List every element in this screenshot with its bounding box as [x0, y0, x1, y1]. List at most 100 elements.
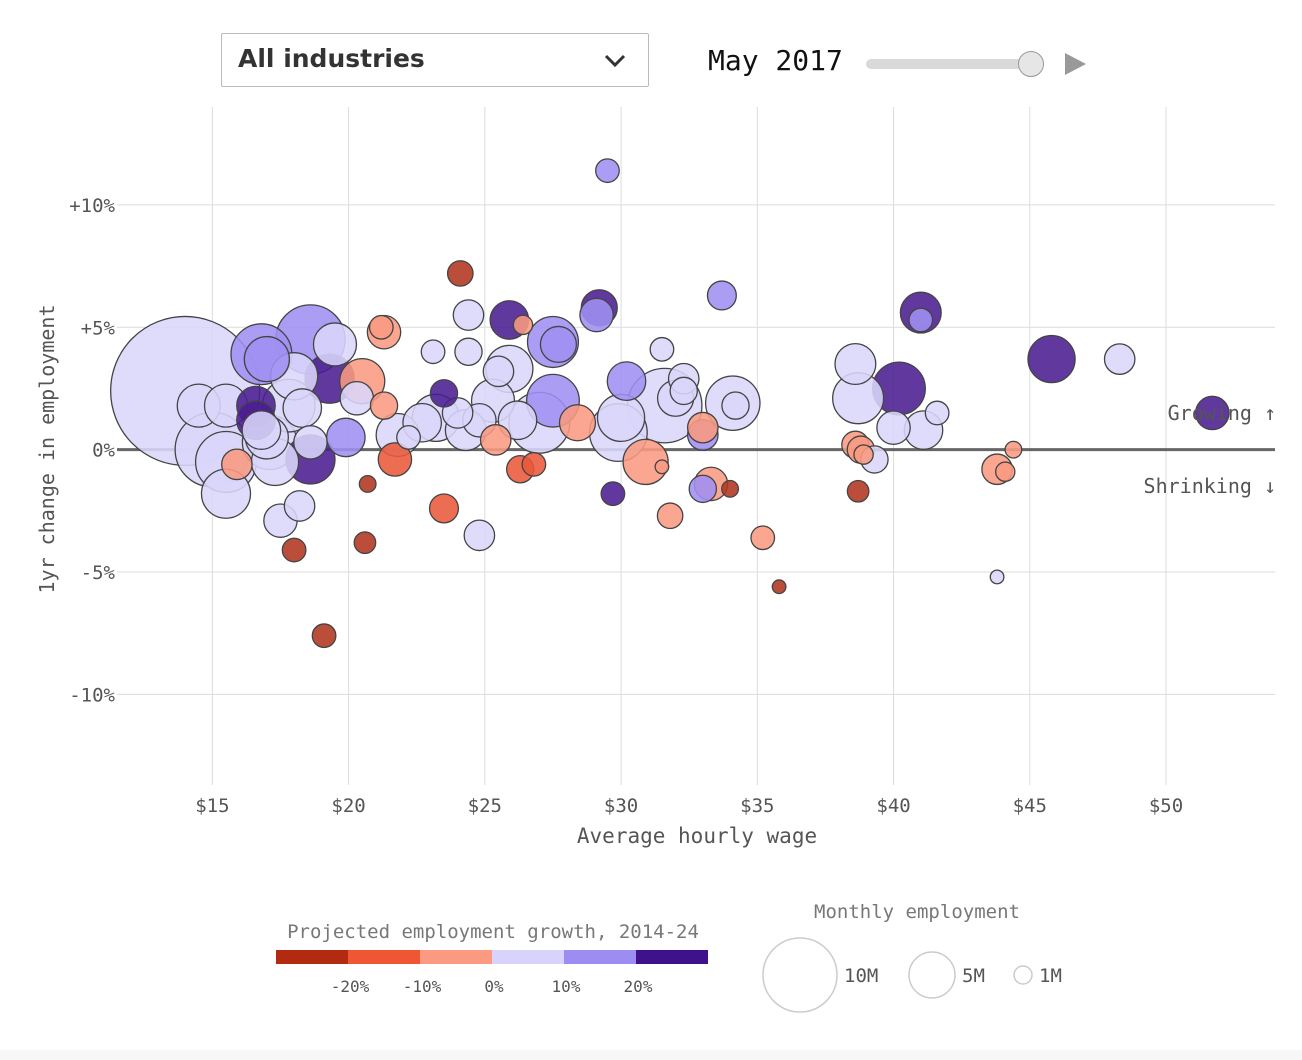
x-tick-label: $25 [468, 795, 502, 817]
size-legend-label: 1M [1039, 965, 1062, 987]
data-point[interactable] [283, 490, 316, 522]
chart-points [109, 158, 1230, 649]
data-point[interactable] [622, 438, 669, 486]
data-point[interactable] [463, 519, 496, 552]
color-legend-label: -20% [331, 977, 370, 996]
size-legend: 10M 5M 1M [762, 937, 1062, 1013]
date-label: May 2017 [708, 44, 843, 77]
data-point[interactable] [512, 314, 534, 336]
y-tick-label: -5% [81, 562, 116, 584]
data-point[interactable] [368, 314, 394, 340]
data-point[interactable] [482, 355, 515, 388]
data-point[interactable] [989, 569, 1005, 585]
data-point[interactable] [669, 376, 698, 406]
data-point[interactable] [706, 280, 737, 311]
color-legend-swatch [636, 950, 708, 964]
x-tick-label: $30 [604, 795, 638, 817]
data-point[interactable] [596, 393, 646, 443]
growing-annotation: Growing ↑ [1168, 401, 1276, 425]
x-tick-label: $20 [331, 795, 365, 817]
data-point[interactable] [721, 479, 740, 498]
data-point[interactable] [579, 297, 614, 333]
data-point[interactable] [771, 579, 787, 595]
data-point[interactable] [721, 391, 750, 420]
data-point[interactable] [908, 307, 934, 333]
data-point[interactable] [312, 322, 358, 367]
color-legend-swatch [492, 950, 564, 964]
data-point[interactable] [649, 336, 675, 362]
data-point[interactable] [429, 379, 459, 408]
color-legend-swatch [348, 950, 420, 964]
data-point[interactable] [221, 448, 253, 481]
data-point[interactable] [325, 417, 366, 458]
data-point[interactable] [339, 380, 375, 416]
size-legend-label: 10M [844, 965, 878, 987]
data-point[interactable] [595, 158, 620, 184]
data-point[interactable] [396, 425, 421, 450]
data-point[interactable] [686, 411, 719, 444]
data-point[interactable] [369, 391, 399, 420]
y-tick-label: 0% [92, 440, 115, 462]
x-tick-label: $35 [740, 795, 774, 817]
data-point[interactable] [243, 335, 291, 383]
date-slider-thumb[interactable] [1018, 51, 1044, 77]
data-point[interactable] [1103, 343, 1136, 375]
data-point[interactable] [994, 461, 1016, 482]
data-point[interactable] [521, 451, 547, 477]
shrinking-annotation: Shrinking ↓ [1144, 474, 1276, 498]
data-point[interactable] [558, 404, 597, 442]
data-point[interactable] [600, 481, 626, 507]
data-point[interactable] [281, 537, 307, 563]
chevron-down-icon [604, 54, 626, 68]
chart-ticks: $15 $20 $25 $30 $35 $40 $45 $50 +10% +5% 0% -5% -10% [69, 195, 1183, 817]
play-icon[interactable] [1063, 52, 1087, 76]
data-point[interactable] [293, 425, 328, 460]
data-point[interactable] [479, 424, 512, 456]
data-point[interactable] [539, 325, 578, 364]
x-tick-label: $40 [876, 795, 910, 817]
size-legend-title: Monthly employment [814, 901, 1020, 923]
data-point[interactable] [420, 339, 446, 365]
data-point[interactable] [428, 493, 460, 524]
data-point[interactable] [282, 388, 323, 428]
data-point[interactable] [311, 623, 337, 649]
data-point[interactable] [656, 502, 684, 530]
color-legend-title: Projected employment growth, 2014-24 [287, 921, 699, 943]
data-point[interactable] [452, 299, 485, 331]
y-tick-label: +10% [69, 195, 115, 217]
data-point[interactable] [377, 442, 413, 477]
x-axis-label: Average hourly wage [577, 824, 817, 848]
industry-dropdown[interactable]: All industries [221, 33, 649, 87]
data-point[interactable] [853, 444, 874, 465]
data-point[interactable] [446, 260, 474, 287]
color-legend-label: 0% [484, 977, 504, 996]
data-point[interactable] [834, 342, 877, 386]
y-tick-label: +5% [81, 317, 116, 339]
data-point[interactable] [454, 337, 483, 367]
size-legend-label: 5M [962, 965, 985, 987]
data-point[interactable] [606, 361, 647, 402]
data-point[interactable] [358, 474, 377, 493]
date-slider-track[interactable] [866, 59, 1032, 69]
y-tick-label: -10% [69, 684, 115, 706]
data-point[interactable] [924, 400, 950, 426]
x-tick-label: $45 [1013, 795, 1047, 817]
data-point[interactable] [654, 459, 670, 475]
data-point[interactable] [1027, 334, 1076, 384]
size-legend-circle [1013, 965, 1033, 985]
color-legend-label: -10% [403, 977, 442, 996]
size-legend-circle [908, 951, 956, 999]
color-legend-label: 10% [552, 977, 581, 996]
data-point[interactable] [353, 531, 377, 555]
industry-dropdown-value: All industries [238, 44, 425, 73]
data-point[interactable] [876, 410, 911, 445]
data-point[interactable] [1004, 440, 1023, 459]
data-point[interactable] [846, 479, 870, 503]
data-point[interactable] [241, 410, 282, 450]
color-legend-swatch [276, 950, 348, 964]
page-footer-strip [0, 1050, 1302, 1060]
data-point[interactable] [688, 474, 718, 504]
data-point[interactable] [750, 525, 776, 551]
data-point[interactable] [1195, 395, 1230, 431]
